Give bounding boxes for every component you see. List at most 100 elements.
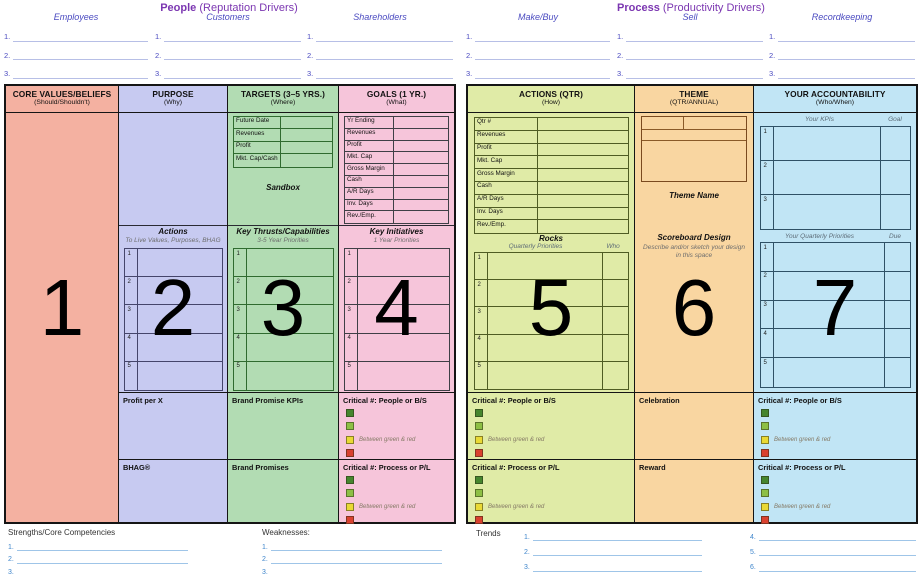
priority-due-cell-5[interactable] xyxy=(884,358,910,387)
recordkeeping-line-3-input[interactable] xyxy=(778,60,915,79)
core-values-writing-area[interactable]: 1 xyxy=(6,113,118,522)
celebration-section[interactable]: Celebration xyxy=(635,392,753,459)
employees-line-3-input[interactable] xyxy=(13,60,148,79)
weaknesses-line-2-input[interactable] xyxy=(270,551,442,564)
accountability-critical-process-section[interactable]: Critical #: Process or P/L Between green… xyxy=(754,459,916,524)
inv-days-value-cell[interactable] xyxy=(394,200,448,211)
trends-line-3-input[interactable] xyxy=(532,556,702,572)
kpi-goal-cell-3[interactable] xyxy=(880,195,910,229)
goals-critical-people-section[interactable]: Critical #: People or B/S Between green … xyxy=(339,392,454,459)
mkt-cap-cash-value-cell[interactable] xyxy=(281,154,332,166)
yr-ending-value-cell[interactable] xyxy=(394,117,448,128)
inv-days-value-cell[interactable] xyxy=(538,208,628,220)
shareholders-line-1-input[interactable] xyxy=(316,23,453,42)
line-number: 1. xyxy=(4,32,11,41)
ar-days-value-cell[interactable] xyxy=(394,188,448,199)
reward-section[interactable]: Reward xyxy=(635,459,753,522)
customers-line-1-input[interactable] xyxy=(164,23,301,42)
accountability-critical-people-section[interactable]: Critical #: People or B/S Between green … xyxy=(754,392,916,459)
priority-due-cell-1[interactable] xyxy=(884,243,910,271)
actions-critical-process-section[interactable]: Critical #: Process or P/L Between green… xyxy=(468,459,634,524)
rock-who-cell-3[interactable] xyxy=(602,307,628,334)
employees-line-2-input[interactable] xyxy=(13,42,148,60)
rock-input-5[interactable] xyxy=(488,362,602,389)
brand-promises-section[interactable]: Brand Promises xyxy=(228,459,338,522)
action-input-5[interactable] xyxy=(138,362,222,390)
metric-row: Rev./Emp. xyxy=(475,220,628,234)
rev-emp-value-cell[interactable] xyxy=(538,220,628,233)
kpi-input-2[interactable] xyxy=(774,161,880,194)
rock-who-cell-2[interactable] xyxy=(602,280,628,307)
trends-line-6-input[interactable] xyxy=(758,556,916,572)
actions-critical-people-section[interactable]: Critical #: People or B/S Between green … xyxy=(468,392,634,459)
theme-box-cell-1[interactable] xyxy=(642,117,684,129)
line-number: 2. xyxy=(524,548,530,556)
recordkeeping-line-1: 1. xyxy=(769,23,915,42)
rev-emp-value-cell[interactable] xyxy=(394,211,448,223)
kpi-goal-cell-2[interactable] xyxy=(880,161,910,194)
cash-value-cell[interactable] xyxy=(538,182,628,194)
theme-box-row-2[interactable] xyxy=(642,130,746,141)
shareholders-line-2-input[interactable] xyxy=(316,42,453,60)
mkt-cap-value-cell[interactable] xyxy=(394,152,448,163)
brand-promise-kpis-section[interactable]: Brand Promise KPIs xyxy=(228,392,338,459)
kpi-input-1[interactable] xyxy=(774,127,880,160)
priority-due-cell-3[interactable] xyxy=(884,300,910,329)
rock-who-cell-1[interactable] xyxy=(602,253,628,280)
recordkeeping-line-2-input[interactable] xyxy=(778,42,915,60)
trends-line-1-input[interactable] xyxy=(532,526,702,542)
trends-line-2-input[interactable] xyxy=(532,541,702,557)
priority-row: 1 xyxy=(761,243,910,272)
qtr-value-cell[interactable] xyxy=(538,118,628,130)
weaknesses-line-1-input[interactable] xyxy=(270,539,442,552)
status-green-swatch xyxy=(475,422,483,431)
makebuy-line-1-input[interactable] xyxy=(475,23,610,42)
priority-input-5[interactable] xyxy=(774,358,884,387)
gross-margin-value-cell[interactable] xyxy=(394,164,448,175)
gross-margin-value-cell[interactable] xyxy=(538,169,628,181)
profit-value-cell[interactable] xyxy=(538,144,628,156)
sell-line-2-input[interactable] xyxy=(626,42,763,60)
customers-line-2-input[interactable] xyxy=(164,42,301,60)
makebuy-line-3-input[interactable] xyxy=(475,60,610,79)
weaknesses-line-1: 1. xyxy=(262,539,442,552)
revenues-value-cell[interactable] xyxy=(538,131,628,143)
thrust-input-5[interactable] xyxy=(247,362,333,390)
sell-line-1-input[interactable] xyxy=(626,23,763,42)
makebuy-line-2-input[interactable] xyxy=(475,42,610,60)
kpi-input-3[interactable] xyxy=(774,195,880,229)
strengths-line-3-input[interactable] xyxy=(17,564,188,574)
metric-row: Mkt. Cap/Cash xyxy=(234,154,332,167)
row-number: 2 xyxy=(761,271,774,300)
future-date-value-cell[interactable] xyxy=(281,117,332,128)
priority-due-cell-2[interactable] xyxy=(884,271,910,300)
priority-due-cell-4[interactable] xyxy=(884,329,910,358)
metric-label: A/R Days xyxy=(475,194,538,207)
strengths-line-2-input[interactable] xyxy=(16,551,188,564)
initiative-input-5[interactable] xyxy=(358,362,449,390)
weaknesses-line-3-input[interactable] xyxy=(271,564,442,574)
employees-line-1-input[interactable] xyxy=(13,23,148,42)
trends-line-4-input[interactable] xyxy=(758,526,916,542)
goals-critical-process-section[interactable]: Critical #: Process or P/L Between green… xyxy=(339,459,454,524)
profit-per-x-section[interactable]: Profit per X xyxy=(119,392,227,459)
revenues-value-cell[interactable] xyxy=(394,129,448,140)
rock-who-cell-5[interactable] xyxy=(602,361,628,389)
customers-line-3-input[interactable] xyxy=(164,60,301,79)
theme-box-cell-2[interactable] xyxy=(684,117,746,129)
bhag-section[interactable]: BHAG® xyxy=(119,459,227,522)
cash-value-cell[interactable] xyxy=(394,176,448,187)
trends-line-5-input[interactable] xyxy=(758,541,916,557)
rock-who-cell-4[interactable] xyxy=(602,334,628,361)
shareholders-line-3-input[interactable] xyxy=(316,60,453,79)
kpi-goal-cell-1[interactable] xyxy=(880,127,910,160)
recordkeeping-line-1-input[interactable] xyxy=(778,23,915,42)
sell-line-3-input[interactable] xyxy=(626,60,763,79)
profit-value-cell[interactable] xyxy=(394,141,448,152)
revenues-value-cell[interactable] xyxy=(281,129,332,140)
mkt-cap-value-cell[interactable] xyxy=(538,156,628,168)
profit-value-cell[interactable] xyxy=(281,142,332,153)
strengths-line-1-input[interactable] xyxy=(16,539,188,552)
ar-days-value-cell[interactable] xyxy=(538,195,628,207)
status-dark-green-swatch xyxy=(346,409,354,418)
